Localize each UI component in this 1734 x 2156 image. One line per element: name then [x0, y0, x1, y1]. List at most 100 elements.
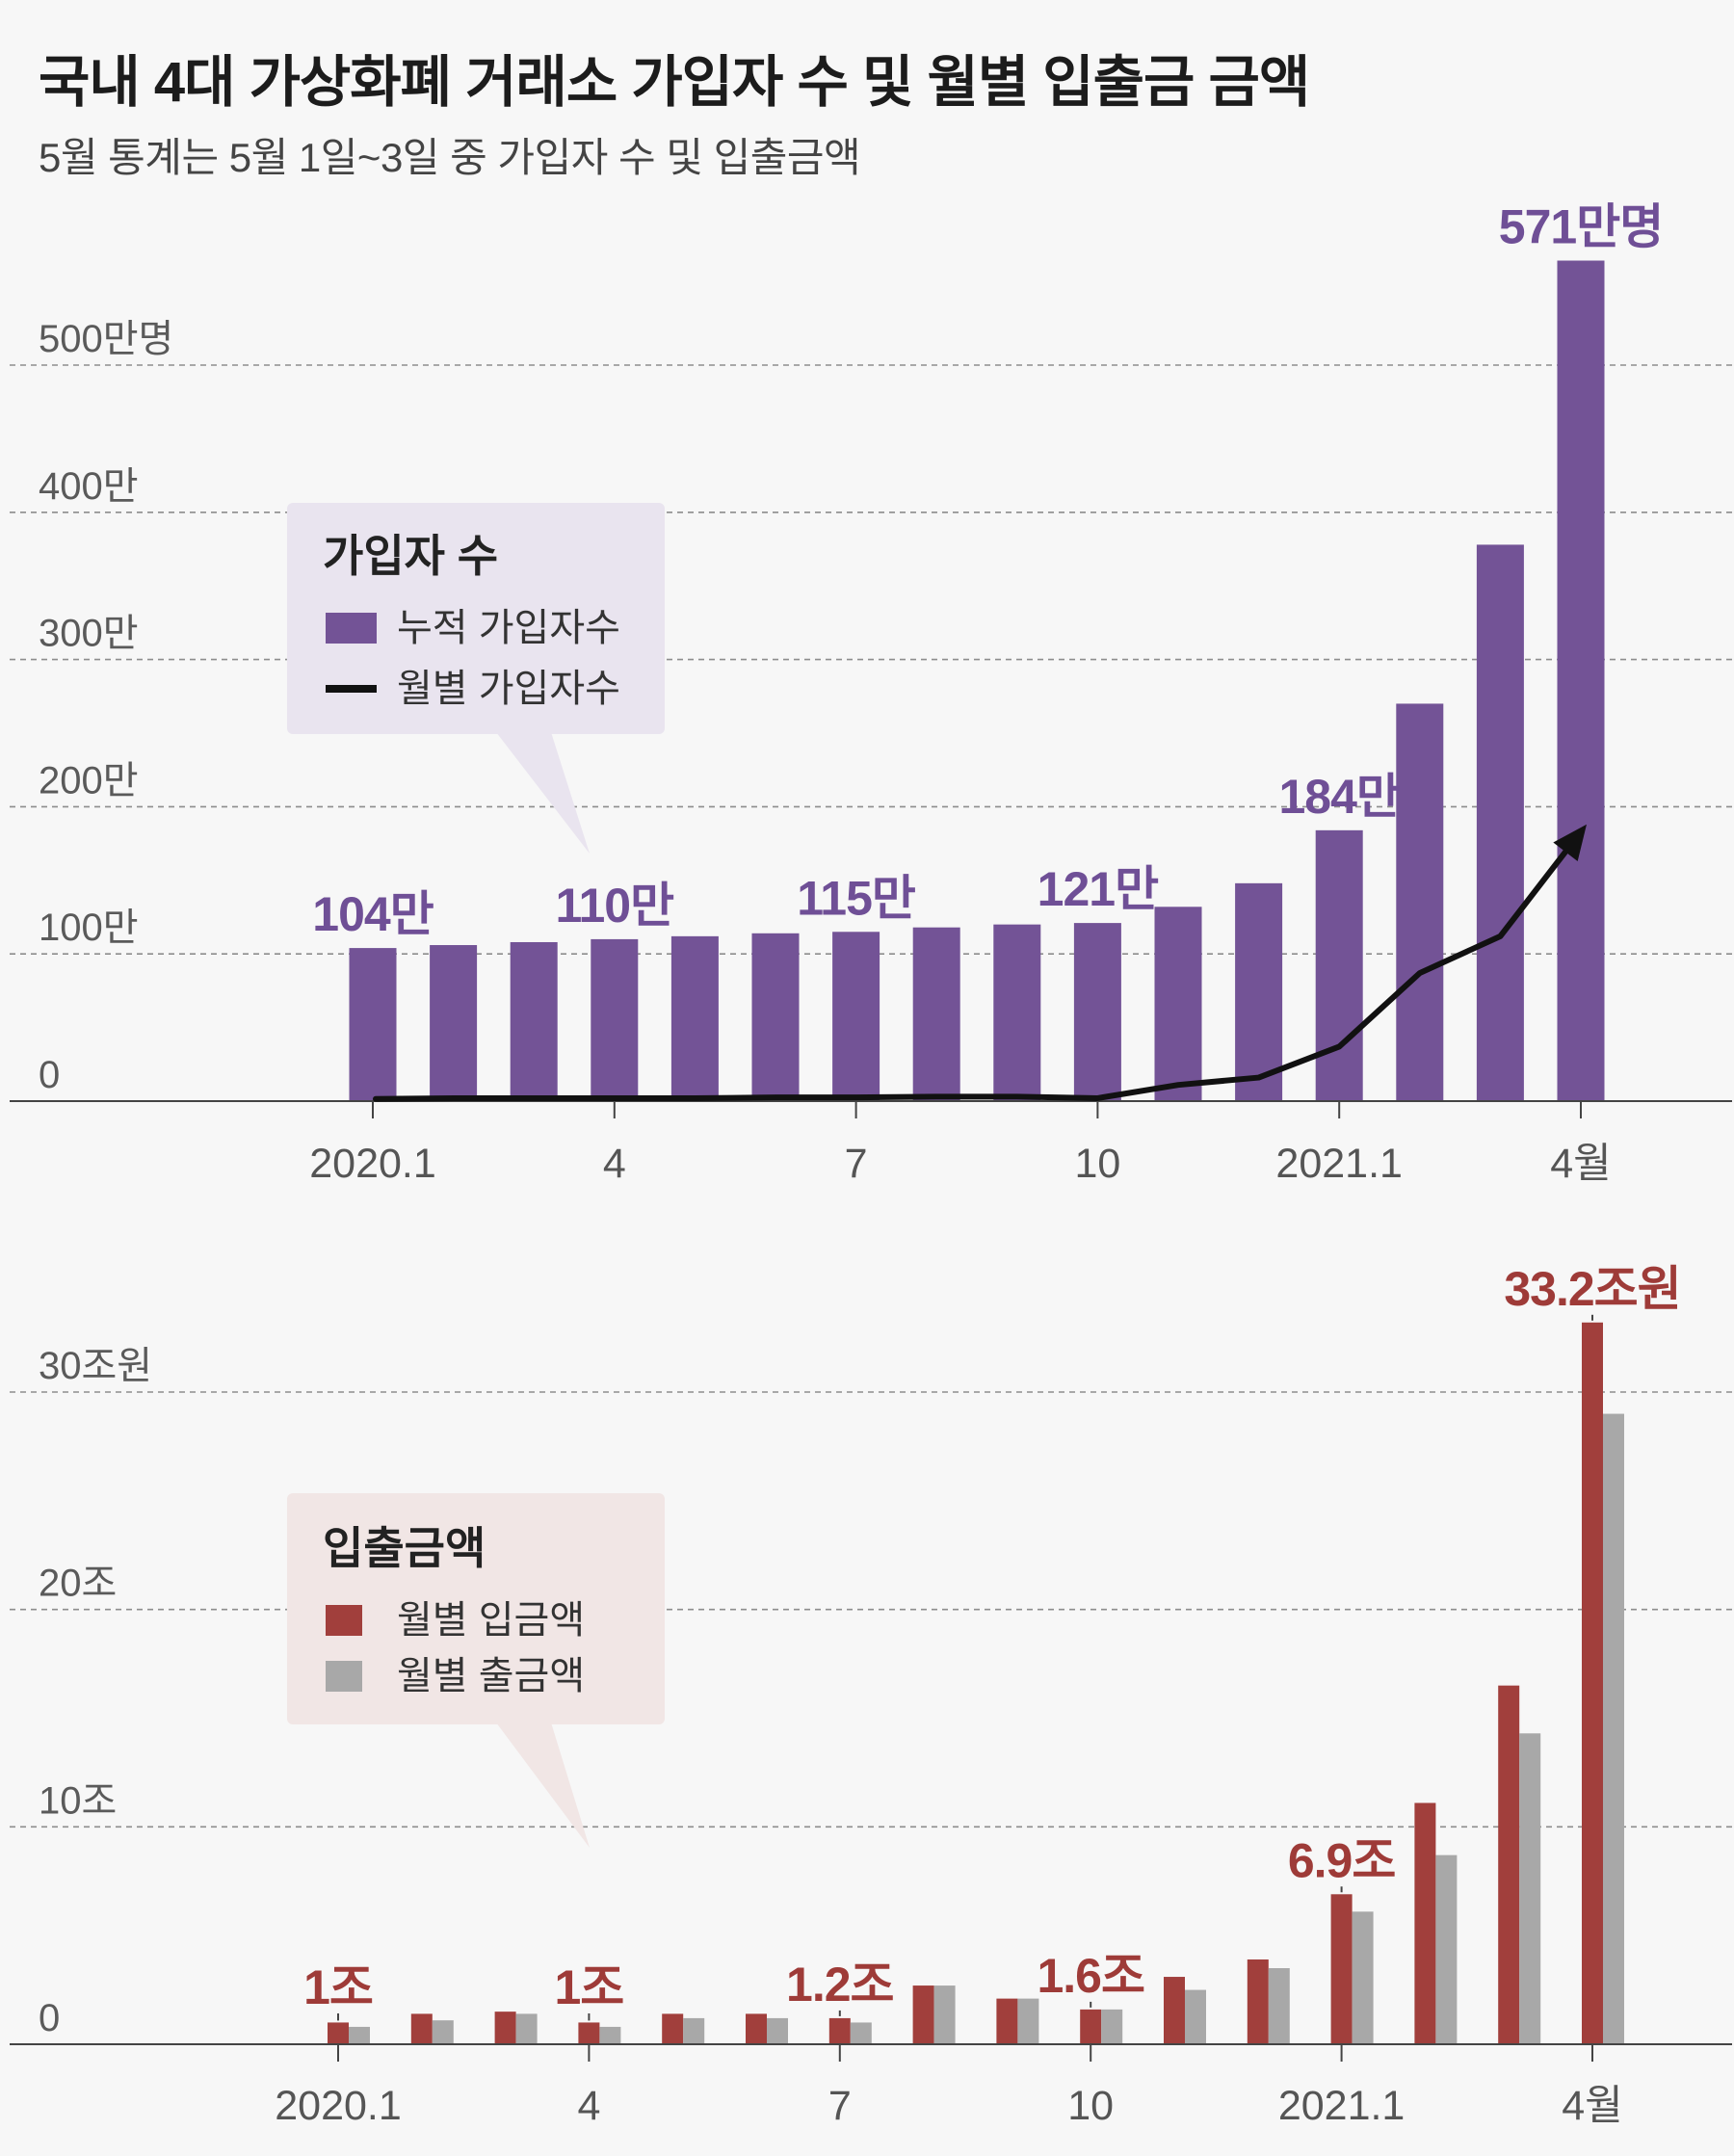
x-tick-label: 2021.1 [1275, 1141, 1403, 1187]
y-tick-label: 20조 [39, 1563, 117, 1605]
cumulative-bar [591, 938, 639, 1101]
bar-value-label: 1.6조 [1037, 1949, 1144, 2003]
y-tick-label: 0 [39, 1997, 60, 2039]
legend-label: 누적 가입자수 [397, 607, 620, 649]
bar-value-label: 6.9조 [1288, 1833, 1396, 1887]
bar-value-label: 104만 [312, 887, 434, 941]
withdrawal-bar [1017, 1998, 1039, 2044]
x-tick-label: 2020.1 [309, 1141, 436, 1187]
cumulative-bar [1315, 829, 1363, 1101]
x-tick-label: 10 [1067, 2083, 1114, 2129]
bar-value-label: 571만명 [1499, 200, 1663, 254]
cumulative-bar [349, 948, 397, 1101]
withdrawal-bar [349, 2026, 370, 2044]
deposit-bar [1330, 1894, 1353, 2044]
legend-swatch-monthly [326, 685, 377, 693]
bar-value-label: 184만 [1278, 770, 1400, 824]
x-tick-label: 7 [828, 2083, 852, 2129]
deposit-bar [494, 2011, 516, 2044]
withdrawal-bar [683, 2017, 705, 2044]
x-tick-label: 4 [603, 1141, 626, 1187]
x-tick-label: 4월 [1562, 2083, 1622, 2129]
deposit-bar [578, 2022, 600, 2044]
x-tick-label: 4 [577, 2083, 600, 2129]
deposit-bar [1080, 2009, 1102, 2044]
deposit-bar [1414, 1802, 1436, 2044]
cumulative-bar [670, 935, 719, 1101]
deposit-chart: 0 10조 20조 30조원 2020.1 4 7 10 2021.1 4월 1조 1조 1.2조 1.6… [10, 1262, 1732, 2129]
withdrawal-bar [515, 2013, 538, 2044]
withdrawal-bar [599, 2026, 621, 2044]
deposit-bar [996, 1998, 1018, 2044]
legend-label: 월별 입금액 [397, 1599, 585, 1642]
withdrawal-bar [1519, 1733, 1541, 2044]
deposit-bar [328, 2022, 349, 2044]
cumulative-bar [1476, 544, 1524, 1101]
cumulative-bar [912, 927, 960, 1101]
bar-value-label: 115만 [797, 871, 916, 925]
cumulative-bar [1154, 907, 1202, 1101]
legend-swatch-cumulative [326, 613, 377, 644]
x-tick-label: 7 [845, 1141, 868, 1187]
cumulative-bar [832, 932, 880, 1101]
deposit-bar [1582, 1322, 1603, 2044]
withdrawal-bar [1101, 2009, 1123, 2044]
withdrawal-bar [850, 2022, 872, 2044]
cumulative-bar [1557, 260, 1605, 1102]
legend-pointer [496, 1722, 590, 1848]
cumulative-bar [1235, 882, 1283, 1101]
bar-value-label: 1조 [554, 1960, 623, 2014]
withdrawal-bar [767, 2017, 788, 2044]
withdrawal-bar [933, 1985, 956, 2044]
x-tick-label: 10 [1074, 1141, 1120, 1187]
legend-title: 가입자 수 [323, 531, 498, 581]
withdrawal-bar [432, 2020, 454, 2044]
legend-label: 월별 출금액 [397, 1655, 585, 1697]
y-tick-label: 300만 [39, 613, 139, 655]
y-tick-label: 400만 [39, 465, 139, 508]
x-tick-label: 2021.1 [1278, 2083, 1406, 2129]
withdrawal-bar [1435, 1854, 1458, 2044]
legend-swatch-deposit [326, 1605, 362, 1636]
cumulative-bar [1396, 703, 1444, 1101]
withdrawal-bar [1603, 1413, 1624, 2044]
bar-value-label: 110만 [555, 879, 674, 933]
legend-box [287, 503, 665, 734]
x-tick-label: 2020.1 [275, 2083, 402, 2129]
monthly-subscribers-line [373, 838, 1577, 1102]
bar-value-label: 1조 [303, 1960, 373, 2014]
chart-subtitle: 5월 통계는 5월 1일~3일 중 가입자 수 및 입출금액 [39, 135, 861, 180]
bar-value-label: 121만 [1038, 862, 1159, 916]
withdrawal-bar [1268, 1968, 1290, 2044]
x-tick-label: 4월 [1550, 1141, 1611, 1187]
withdrawal-bar [1185, 1989, 1206, 2044]
deposit-bar [746, 2013, 767, 2044]
legend-label: 월별 가입자수 [397, 668, 620, 710]
y-tick-label: 100만 [39, 907, 139, 949]
legend-title: 입출금액 [323, 1523, 486, 1573]
deposit-bar [1498, 1685, 1520, 2044]
y-tick-label: 200만 [39, 759, 139, 802]
deposit-bar [828, 2017, 851, 2044]
cumulative-bar [510, 941, 558, 1101]
deposit-bar [1247, 1959, 1269, 2044]
y-tick-label: 30조원 [39, 1345, 152, 1387]
legend-box [287, 1493, 665, 1724]
deposit-bar [912, 1985, 934, 2044]
withdrawal-bar [1352, 1911, 1374, 2044]
cumulative-bar [430, 945, 478, 1101]
y-tick-label: 0 [39, 1054, 60, 1096]
cumulative-bar [1073, 923, 1121, 1101]
bar-value-label: 33.2조원 [1504, 1262, 1680, 1316]
cumulative-bar [751, 933, 800, 1101]
bar-value-label: 1.2조 [786, 1958, 894, 2011]
deposit-bar [410, 2013, 433, 2044]
deposit-bar [1164, 1977, 1185, 2044]
cumulative-bar [993, 924, 1041, 1101]
y-tick-label: 10조 [39, 1779, 117, 1822]
chart-title: 국내 4대 가상화폐 거래소 가입자 수 및 월별 입출금 금액 [39, 51, 1310, 114]
